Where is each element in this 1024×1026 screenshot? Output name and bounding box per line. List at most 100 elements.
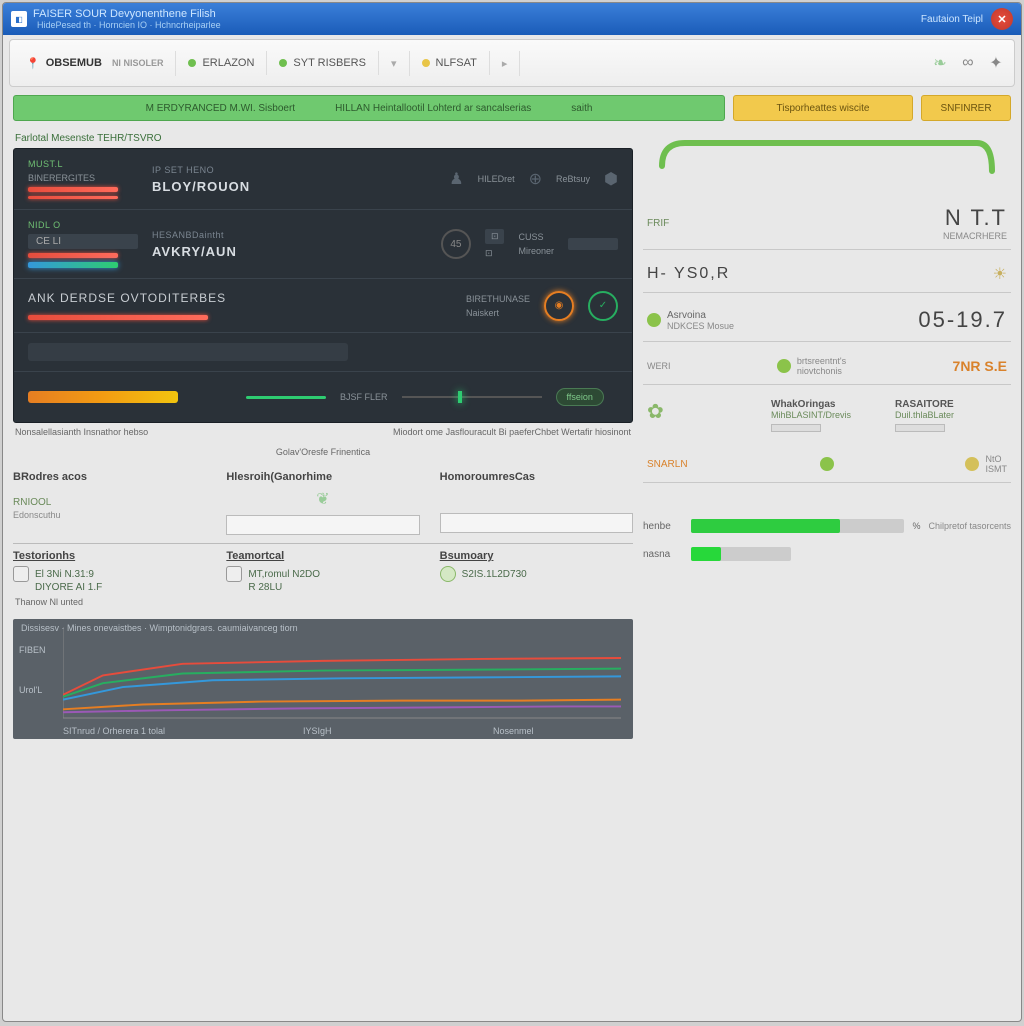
mid-col-1: BRodres acos RNIOOL Edonscuthu: [13, 471, 206, 535]
leaf-icon: ❦: [316, 489, 329, 509]
plant-icon: ✿: [647, 401, 664, 423]
bc2-title: Teamortcal: [226, 550, 419, 562]
rc1-t: WhakOringas: [771, 399, 883, 410]
tab-label: ERLAZON: [202, 57, 254, 69]
ring-gauge: 45: [441, 229, 471, 259]
sn-r1: NtO: [985, 454, 1007, 464]
bc-3: Bsumoary S2IS.1L2D730: [440, 550, 633, 593]
slider-knob[interactable]: [458, 391, 462, 403]
progress-2: nasna: [643, 547, 1011, 561]
bar-blue: [28, 262, 118, 268]
r-big1-sub: NEMACRHERE: [943, 231, 1007, 241]
dot-icon: [422, 59, 430, 67]
status-text-3: saith: [571, 103, 592, 114]
ring-value: 45: [450, 239, 461, 250]
xl1: SITnrud / Orherera 1 tolal: [63, 726, 165, 736]
p1-right: Chilpretof tasorcents: [928, 521, 1011, 531]
rc-icon: ✿: [647, 399, 759, 432]
close-button[interactable]: ✕: [991, 8, 1013, 30]
r-row-4: WERI brtsreentnt's niovtchonis 7NR S.E: [643, 348, 1011, 385]
tab-erlazon[interactable]: ERLAZON: [176, 51, 267, 75]
tab-label: NLFSAT: [436, 57, 477, 69]
alert-icon[interactable]: ◉: [544, 291, 574, 321]
r1-c1-label: MUST.L: [28, 159, 138, 169]
shield-icon: ⬢: [604, 169, 618, 189]
curve-svg: [643, 131, 1011, 191]
chevron-icon: ▾: [391, 57, 397, 70]
status-row: M ERDYRANCED M.WI. Sisboert HILLAN Heint…: [3, 91, 1021, 125]
bc3-title: Bsumoary: [440, 550, 633, 562]
sun-icon: ☀: [993, 264, 1007, 284]
snarl: SNARLN: [647, 459, 688, 470]
bar-orange[interactable]: [28, 391, 178, 403]
p2-track[interactable]: [691, 547, 791, 561]
mc3-title: HomoroumresCas: [440, 471, 633, 483]
titlebar-text: FAISER SOUR Devyonenthene Filish HidePes…: [33, 8, 921, 30]
toolbar-icon-1[interactable]: ❧: [926, 53, 954, 73]
app-icon: ◧: [11, 11, 27, 27]
mc3-box[interactable]: [440, 513, 633, 533]
bar-red-4: [28, 315, 208, 320]
status-mid-label: Tisporheattes wiscite: [777, 103, 870, 114]
toolbar-icon-3[interactable]: ✦: [982, 53, 1010, 73]
tab-nlfsat[interactable]: NLFSAT: [410, 51, 490, 75]
rc2-t: RASAITORE: [895, 399, 1007, 410]
r2-s2: Mireoner: [518, 246, 554, 256]
placeholder-bar: [28, 343, 348, 361]
mc2-title: Hlesroih(Ganorhime: [226, 471, 419, 483]
tab-obsemub[interactable]: 📍 OBSEMUB NI NISOLER: [14, 51, 176, 76]
r-big2: 05-19.7: [918, 307, 1007, 333]
mid-col-3: HomoroumresCas: [440, 471, 633, 535]
r-row-2: H- YS0,R ☀: [643, 256, 1011, 293]
caption-left: Nonsalellasianth Insnathor hebso: [15, 427, 148, 437]
tab-extra1[interactable]: ▸: [490, 51, 521, 76]
bc2-l2: R 28LU: [248, 582, 282, 593]
status-right-label: SNFINRER: [940, 103, 991, 114]
tab-sytrisbers[interactable]: SYT RISBERS: [267, 51, 379, 75]
status-text-1: M ERDYRANCED M.WI. Sisboert: [146, 103, 295, 114]
bar-red-1: [28, 187, 118, 192]
status-text-2: HILLAN Heintallootil Lohterd ar sancalse…: [335, 103, 531, 114]
monitor-row-5: BJSF FLER ffseion: [14, 372, 632, 422]
tab-empty[interactable]: ▾: [379, 51, 410, 76]
bc1-l2: DIYORE AI 1.F: [35, 582, 102, 593]
mid-col-2: Hlesroih(Ganorhime ❦: [226, 471, 419, 535]
leaf-icon: ❧: [933, 53, 946, 73]
r1-c2-value: BLOY/ROUON: [152, 179, 282, 194]
rc2-s: Duil.thlaBLater: [895, 410, 1007, 420]
window-subtitle: HidePesed th · Horncien IO · Hchncrheipa…: [37, 20, 921, 30]
dot-icon: [188, 59, 196, 67]
progress-1: henbe % Chilpretof tasorcents: [643, 519, 1011, 533]
link-icon: ∞: [962, 54, 973, 72]
status-right-button[interactable]: SNFINRER: [921, 95, 1011, 121]
bc1-l1: El 3Ni N.31:9: [35, 569, 94, 580]
mc2-box[interactable]: [226, 515, 419, 535]
r-big1: N T.T: [943, 205, 1007, 231]
chevron-icon: ▸: [502, 57, 508, 70]
mc1-sub: RNIOOL: [13, 497, 206, 508]
r2-c1-label: NIDL O: [28, 220, 138, 230]
status-mid-button[interactable]: Tisporheattes wiscite: [733, 95, 913, 121]
doc-icon: [226, 566, 242, 582]
toolbar-icon-2[interactable]: ∞: [954, 54, 982, 72]
mid-grid: BRodres acos RNIOOL Edonscuthu Hlesroih(…: [13, 471, 633, 535]
p1-track[interactable]: [691, 519, 904, 533]
p1-label: henbe: [643, 521, 683, 532]
r-row-6: SNARLN NtO ISMT: [643, 446, 1011, 483]
bar-green: [246, 396, 326, 399]
status-banner: M ERDYRANCED M.WI. Sisboert HILLAN Heint…: [13, 95, 725, 121]
ok-icon[interactable]: ✓: [588, 291, 618, 321]
slider[interactable]: [402, 396, 542, 398]
user-label: Fautaion Teipl: [921, 14, 983, 25]
chip1-sub: NDKCES Mosue: [667, 321, 734, 331]
r1-c2-label: IP SET HENO: [152, 165, 282, 175]
r1-rl2: ReBtsuy: [556, 174, 590, 184]
right-column: FRIF N T.T NEMACRHERE H- YS0,R ☀ Asrvoin…: [643, 131, 1011, 1015]
r5-label: BJSF FLER: [340, 392, 388, 402]
bottom-columns: Testorionhs El 3Ni N.31:9 DIYORE AI 1.F …: [13, 543, 633, 593]
monitor-row-3: ANK DERDSE OVTODITERBES BIRETHUNASE Nais…: [14, 279, 632, 333]
r2-box: ⊡: [485, 229, 505, 244]
p2-fill: [691, 547, 721, 561]
yl1: FIBEN: [19, 645, 46, 655]
mc1-title: BRodres acos: [13, 471, 206, 483]
